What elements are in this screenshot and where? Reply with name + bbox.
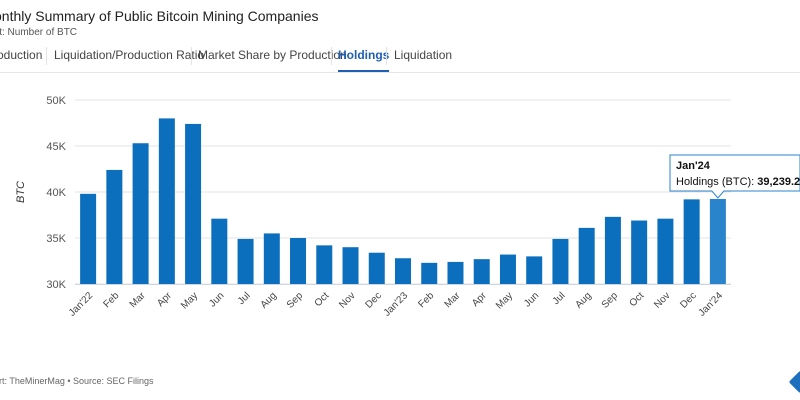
- x-tick-label: Dec: [364, 290, 384, 310]
- bar: [657, 218, 674, 284]
- x-tick-label: Oct: [313, 290, 332, 309]
- tooltip-value: 39,239.2: [757, 176, 800, 188]
- bar: [683, 199, 700, 284]
- x-tick-label: Jul: [551, 290, 568, 307]
- bar: [158, 118, 175, 285]
- bar: [342, 247, 359, 284]
- tab-holdings[interactable]: Holdings: [338, 40, 390, 72]
- x-tick-label: Aug: [259, 290, 279, 310]
- bar: [395, 258, 411, 284]
- tooltip-line: Holdings (BTC): 39,239.2: [676, 176, 800, 188]
- y-tick-label: 45K: [46, 141, 66, 153]
- bar: [578, 227, 595, 284]
- x-tick-label: May: [179, 290, 200, 311]
- y-tick-label: 40K: [46, 187, 66, 199]
- bar: [552, 238, 569, 284]
- x-tick-label: Dec: [678, 290, 698, 310]
- bar: [132, 143, 149, 284]
- bar: [447, 261, 464, 284]
- tooltip-box: [669, 154, 800, 199]
- bar: [709, 198, 726, 284]
- bar: [80, 193, 97, 284]
- bar: [421, 262, 438, 284]
- tab-production[interactable]: oduction: [0, 48, 43, 62]
- bar: [526, 256, 543, 284]
- holdings-chart: 30K 35K 40K 45K 50K BTC Jan'22 Feb Mar Apr May Jun J…: [0, 80, 800, 370]
- page-subtitle: it: Number of BTC: [0, 27, 78, 38]
- x-tick-label: Sep: [600, 290, 621, 311]
- tab-liquidation-production-ratio[interactable]: Liquidation/Production Ratio: [54, 48, 205, 62]
- x-tick-label: Mar: [443, 290, 463, 310]
- x-tick-label: Apr: [470, 290, 489, 309]
- bar: [316, 245, 333, 284]
- tab-bar: oduction Liquidation/Production Ratio Ma…: [0, 40, 800, 73]
- tab-liquidation[interactable]: Liquidation: [394, 48, 453, 62]
- tab-divider: [331, 47, 332, 65]
- y-tick-label: 30K: [46, 279, 66, 291]
- tooltip: Jan'24 Holdings (BTC): 39,239.2: [669, 154, 800, 199]
- x-tick-label: Jan'24: [697, 290, 726, 319]
- x-tick-label: Jul: [236, 290, 253, 307]
- x-tick-label: Nov: [652, 290, 672, 310]
- x-tick-label: Mar: [128, 290, 148, 310]
- bar: [473, 259, 490, 284]
- bar: [106, 169, 123, 284]
- x-tick-label: Jun: [522, 290, 541, 309]
- bar: [604, 216, 621, 284]
- bar: [631, 220, 648, 284]
- bar: [499, 254, 516, 284]
- x-tick-label: Apr: [155, 290, 174, 309]
- y-tick-label: 50K: [46, 95, 66, 107]
- bar: [237, 238, 254, 284]
- x-tick-label: Jun: [207, 290, 226, 309]
- tab-divider: [46, 47, 47, 65]
- x-tick-label: Feb: [416, 290, 436, 310]
- y-tick-label: 35K: [46, 233, 66, 245]
- tab-market-share[interactable]: Market Share by Production: [198, 48, 347, 62]
- bar: [290, 238, 307, 284]
- bar: [185, 123, 202, 284]
- tooltip-title: Jan'24: [676, 160, 711, 172]
- tab-divider: [191, 47, 192, 65]
- x-tick-label: Nov: [337, 290, 357, 310]
- x-tick-label: Jan'22: [67, 290, 96, 319]
- bar: [368, 252, 385, 284]
- bar: [263, 233, 280, 284]
- bar: [211, 218, 228, 284]
- chart-source: art: TheMinerMag • Source: SEC Filings: [0, 376, 154, 386]
- corner-expand-icon[interactable]: [788, 370, 800, 394]
- bar-chart-svg: 30K 35K 40K 45K 50K BTC Jan'22 Feb Mar Apr May Jun J…: [15, 95, 800, 319]
- x-tick-label: Aug: [573, 290, 593, 310]
- x-tick-label: Oct: [627, 290, 646, 309]
- x-tick-label: May: [494, 290, 515, 311]
- y-axis-label: BTC: [15, 181, 27, 203]
- tooltip-label: Holdings (BTC):: [676, 176, 757, 188]
- page-title: onthly Summary of Public Bitcoin Mining …: [0, 8, 319, 24]
- x-tick-label: Feb: [102, 290, 122, 310]
- x-tick-label: Sep: [285, 290, 306, 311]
- x-tick-label: Jan'23: [382, 290, 411, 319]
- tab-divider: [386, 47, 387, 65]
